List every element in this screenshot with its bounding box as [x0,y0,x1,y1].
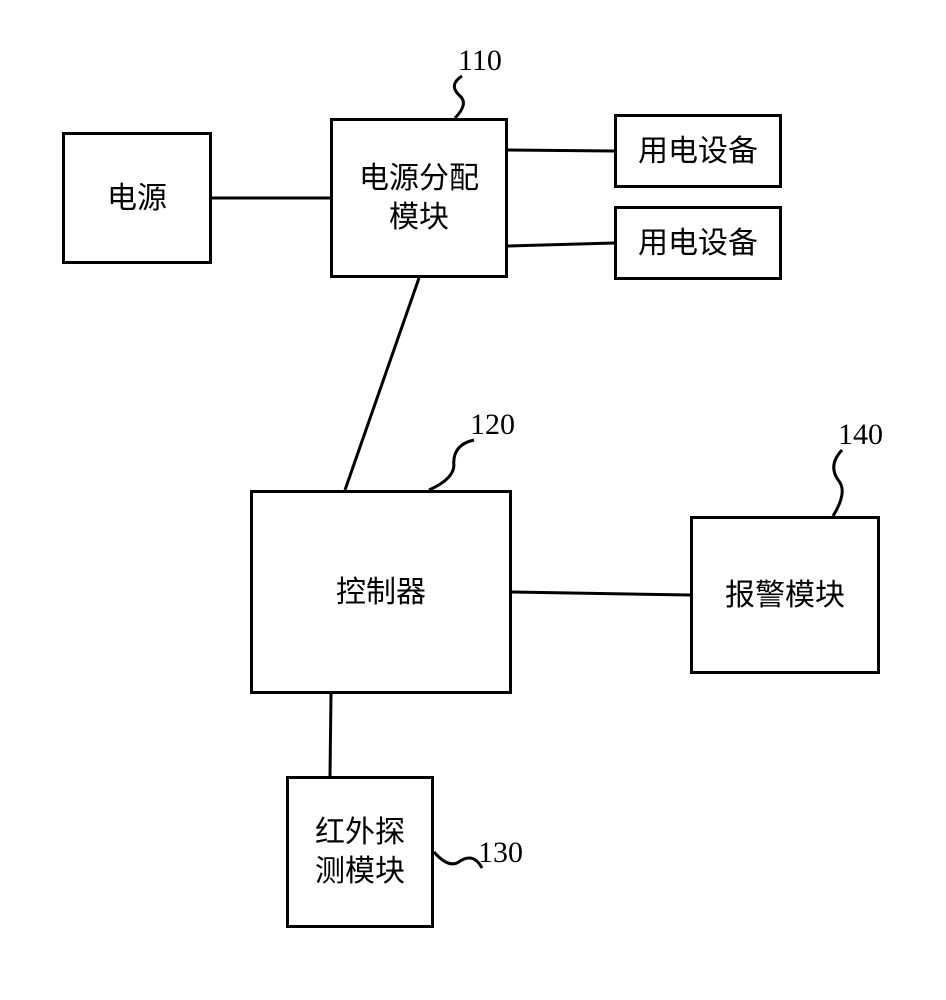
connector-dist-ctrl [345,278,419,490]
node-alarm-label: 报警模块 [725,576,845,615]
connector-dist-load1 [508,150,614,151]
node-dist-label: 电源分配 模块 [359,159,479,237]
node-ir: 红外探 测模块 [286,776,434,928]
ref-label-130: 130 [478,836,523,870]
connector-dist-load2 [508,243,614,246]
node-ir-label: 红外探 测模块 [315,813,405,891]
node-load1: 用电设备 [614,114,782,188]
node-ctrl-label: 控制器 [336,573,426,612]
ref-label-110: 110 [458,44,502,78]
node-power-label: 电源 [107,179,167,218]
connector-ctrl-alarm [512,592,690,595]
ref-label-140: 140 [838,418,883,452]
node-ctrl: 控制器 [250,490,512,694]
ref-label-120: 120 [470,408,515,442]
node-dist: 电源分配 模块 [330,118,508,278]
node-load1-label: 用电设备 [638,132,758,171]
node-load2: 用电设备 [614,206,782,280]
connector-ctrl-ir [330,694,331,776]
node-alarm: 报警模块 [690,516,880,674]
node-load2-label: 用电设备 [638,224,758,263]
node-power: 电源 [62,132,212,264]
